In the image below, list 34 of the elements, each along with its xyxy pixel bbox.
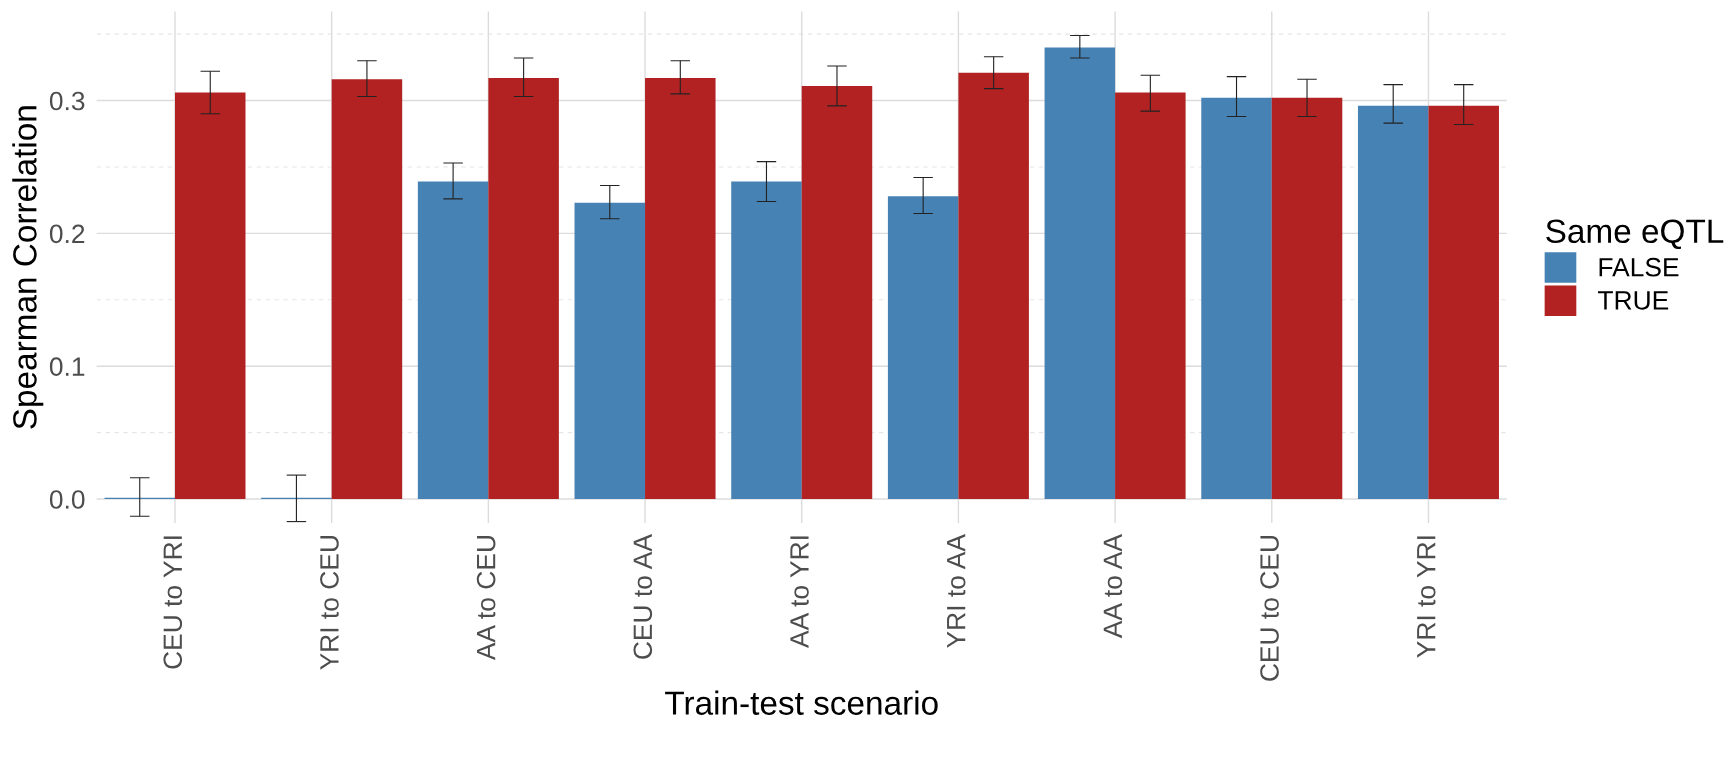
bar <box>1428 105 1499 500</box>
bar <box>574 202 646 500</box>
x-tick-label: YRI to CEU <box>320 536 339 670</box>
y-tick-label: 0.3 <box>49 91 85 111</box>
x-tick-label: YRI to YRI <box>1417 536 1436 658</box>
bar <box>488 77 559 500</box>
y-tick-label: 0.0 <box>49 490 85 509</box>
bar <box>1271 97 1343 500</box>
bar <box>958 72 1029 500</box>
legend-label: TRUE <box>1598 291 1669 310</box>
bar <box>731 181 802 500</box>
x-axis-title: Train-test scenario <box>665 690 938 715</box>
bar <box>1357 105 1429 500</box>
x-tick-label: YRI to AA <box>947 534 966 648</box>
bar <box>1201 97 1272 500</box>
y-tick-label: 0.1 <box>49 357 85 377</box>
legend-title: Same eQTL <box>1546 219 1724 250</box>
bar <box>1044 47 1116 500</box>
bar <box>1115 92 1186 500</box>
x-tick-label: CEU to CEU <box>1260 536 1279 681</box>
bar <box>801 85 873 500</box>
y-axis-title: Spearman Correlation <box>12 106 44 429</box>
x-tick-label: CEU to AA <box>633 534 653 659</box>
bar <box>645 77 716 500</box>
x-tick-label: AA to CEU <box>476 536 496 661</box>
bar <box>175 92 246 500</box>
x-tick-label: CEU to YRI <box>163 536 183 669</box>
bar <box>417 181 489 500</box>
bar <box>887 196 959 500</box>
bar <box>331 79 403 500</box>
legend-label: FALSE <box>1599 257 1679 277</box>
x-tick-label: AA to AA <box>1103 534 1123 639</box>
x-tick-label: AA to YRI <box>790 536 809 648</box>
y-tick-label: 0.2 <box>49 224 85 244</box>
